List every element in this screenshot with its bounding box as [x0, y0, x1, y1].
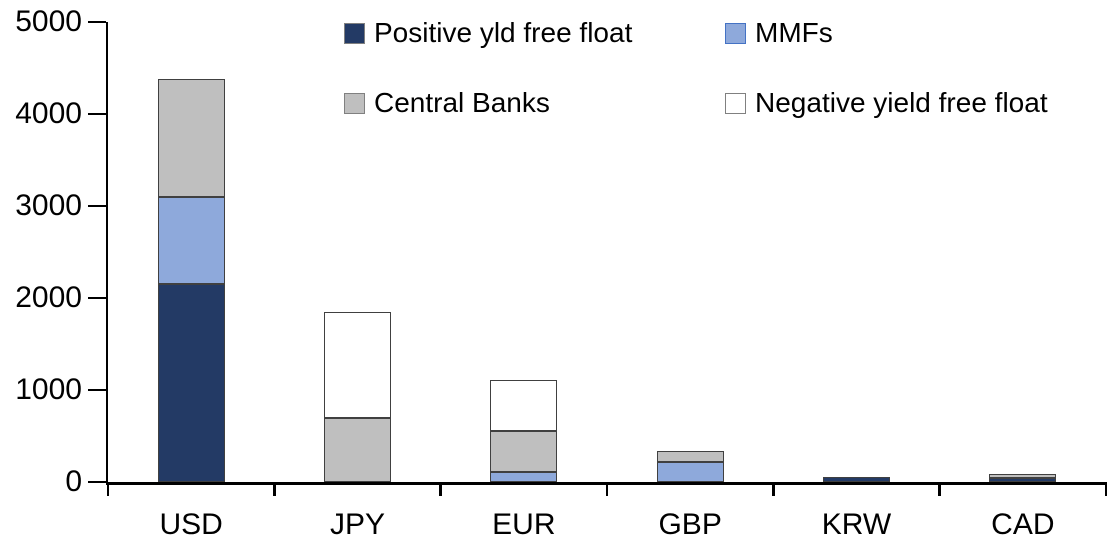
- legend-label: Negative yield free float: [755, 87, 1048, 118]
- y-axis-tick: [88, 480, 106, 484]
- bar-segment-gbp-mmfs: [656, 462, 724, 482]
- x-axis-tick: [1104, 482, 1108, 496]
- x-axis-label-krw: KRW: [821, 508, 892, 541]
- bar-segment-cad-central-banks: [989, 474, 1057, 479]
- legend-item-negative-yield-free-float: Negative yield free float: [725, 87, 1048, 119]
- bar-segment-gbp-central-banks: [656, 451, 724, 463]
- y-axis-label: 1000: [15, 373, 82, 406]
- x-axis-tick: [772, 482, 775, 496]
- x-axis-label-usd: USD: [159, 508, 223, 541]
- bar-segment-usd-positive-yld-free-float: [157, 284, 225, 482]
- x-axis-label-cad: CAD: [991, 508, 1055, 541]
- legend-item-mmfs: MMFs: [725, 17, 833, 49]
- x-axis-tick: [605, 482, 609, 496]
- y-axis-tick: [88, 20, 106, 24]
- legend-label: Positive yld free float: [374, 17, 633, 48]
- plot-area: 0 1000 2000 3000 4000 5000 USD JPY EUR GBP KRW CAD: [15, 5, 1108, 541]
- x-axis-tick: [938, 482, 941, 496]
- legend-swatch-central-banks-icon: [344, 92, 365, 114]
- legend-swatch-positive-yld-free-float-icon: [344, 22, 365, 44]
- y-axis-label: 2000: [15, 281, 82, 314]
- y-axis-label: 3000: [15, 189, 82, 222]
- bar-segment-eur-central-banks: [490, 431, 558, 472]
- y-axis-label: 0: [65, 465, 82, 498]
- legend-item-positive-yld-free-float: Positive yld free float: [344, 17, 632, 49]
- bar-segment-usd-mmfs: [157, 196, 225, 285]
- y-axis-label: 4000: [15, 97, 82, 130]
- bar-segment-eur-mmfs: [490, 471, 558, 482]
- legend-label: MMFs: [755, 17, 833, 48]
- x-axis-tick: [273, 482, 276, 496]
- x-axis-tick: [439, 482, 442, 496]
- bar-segment-jpy-central-banks: [324, 417, 391, 482]
- x-axis-tick: [106, 482, 110, 496]
- bar-segment-usd-central-banks: [157, 79, 225, 197]
- x-axis-label-jpy: JPY: [329, 508, 386, 541]
- legend-swatch-negative-yield-free-float-icon: [725, 92, 746, 114]
- bar-segment-cad-positive-yld-free-float: [989, 478, 1057, 482]
- x-axis-label-eur: EUR: [492, 508, 556, 541]
- y-axis-tick: [88, 296, 106, 300]
- bar-segment-eur-negative-yield-free-float: [490, 379, 558, 432]
- legend-label: Central Banks: [374, 87, 550, 118]
- y-axis-tick: [88, 388, 106, 392]
- bar-segment-krw-positive-yld-free-float: [823, 477, 890, 482]
- legend-swatch-mmfs-icon: [725, 22, 746, 44]
- legend-item-central-banks: Central Banks: [344, 87, 550, 119]
- y-axis-label: 5000: [15, 5, 82, 38]
- y-axis-tick: [88, 204, 106, 208]
- x-axis-label-gbp: GBP: [658, 508, 722, 541]
- y-axis-tick: [88, 112, 106, 116]
- bar-segment-jpy-negative-yield-free-float: [324, 311, 391, 418]
